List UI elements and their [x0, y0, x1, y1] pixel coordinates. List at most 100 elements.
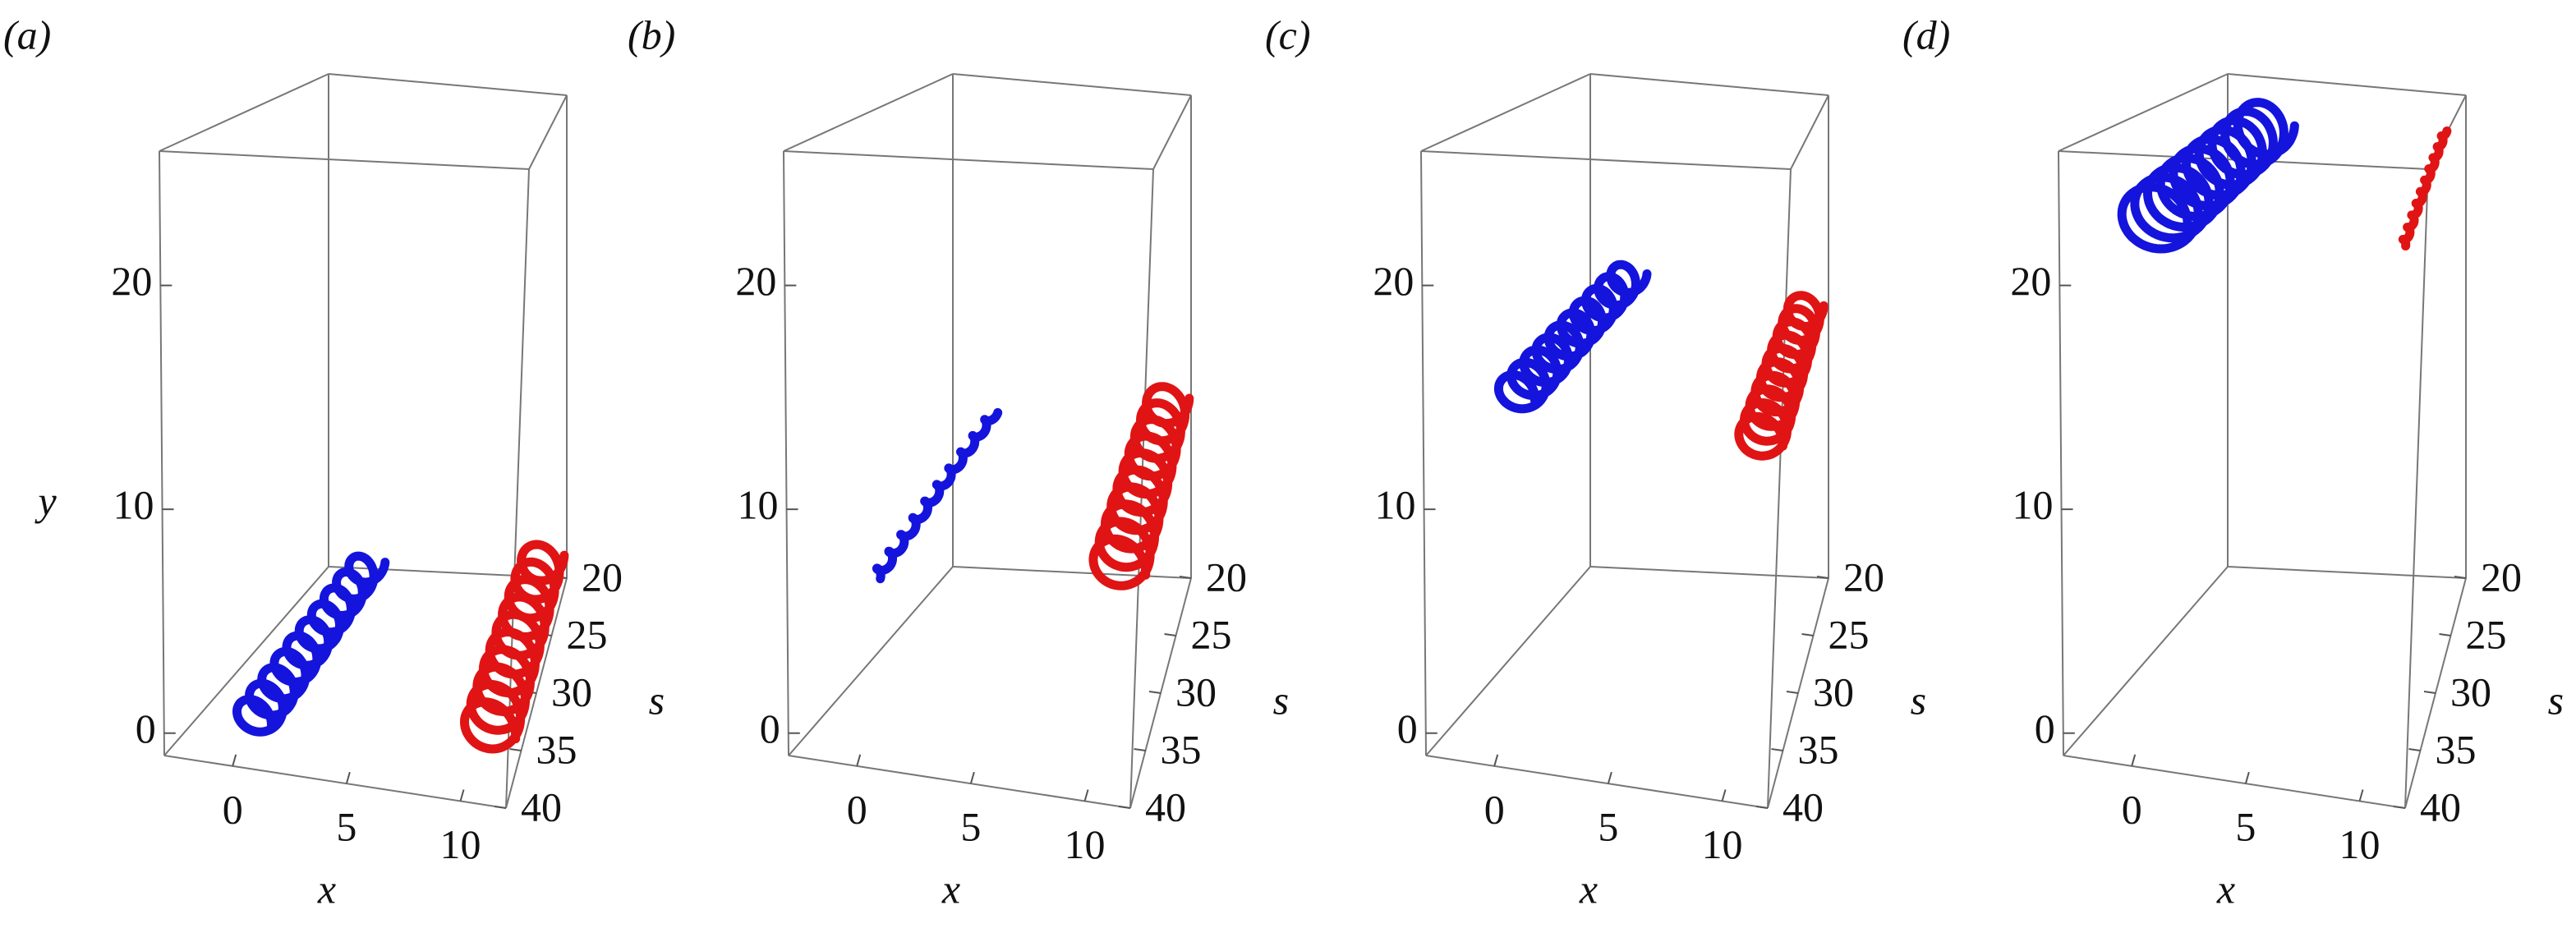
panel-label: (a) [3, 11, 51, 57]
s-tick-label: 40 [2420, 783, 2461, 829]
s-tick-label: 25 [1828, 611, 1870, 657]
s-tick-label: 30 [2450, 668, 2491, 714]
box-edge [505, 168, 530, 809]
helix [872, 407, 1003, 584]
s-axis-label: s [1273, 677, 1289, 723]
box-edge [2227, 566, 2467, 579]
box-edge [159, 150, 165, 756]
box-edge [159, 150, 530, 170]
y-tick-label: 0 [2035, 705, 2055, 751]
y-tick-label: 10 [2012, 482, 2054, 528]
x-tick-label: 5 [2235, 804, 2256, 850]
s-tick [1786, 691, 1799, 694]
helix [1088, 382, 1194, 590]
box-edge [783, 150, 1154, 170]
box-edge [328, 73, 568, 96]
s-tick-label: 30 [1813, 668, 1854, 714]
helix [1734, 291, 1828, 461]
helix [2117, 98, 2299, 254]
x-tick-label: 5 [336, 804, 356, 850]
s-tick-label: 40 [1782, 783, 1824, 829]
s-tick-label: 20 [2481, 554, 2522, 600]
y-tick-label: 10 [1375, 482, 1416, 528]
helix [1493, 260, 1652, 414]
y-tick-label: 20 [735, 258, 776, 304]
box-edge [2404, 168, 2429, 809]
s-tick [1164, 633, 1176, 636]
box-edge [952, 73, 1192, 96]
panel-label: (b) [628, 11, 675, 57]
x-tick [232, 754, 237, 767]
x-tick [2244, 771, 2250, 784]
box-edge [159, 73, 329, 152]
s-axis-label: s [1911, 677, 1926, 723]
y-tick-label: 0 [1397, 705, 1418, 751]
x-tick-label: 5 [960, 804, 981, 850]
box-edge [788, 755, 1131, 809]
s-tick-label: 25 [2466, 611, 2507, 657]
box-edge [528, 94, 568, 170]
box-edge [1420, 150, 1792, 170]
s-axis-label: s [649, 677, 665, 723]
box-edge [788, 566, 954, 756]
box-edge [1420, 150, 1427, 756]
x-tick [1493, 754, 1499, 767]
box-edge [2063, 755, 2406, 809]
x-tick [459, 789, 465, 802]
s-tick [1816, 576, 1829, 579]
x-axis-label: x [1579, 866, 1598, 912]
s-tick-label: 40 [521, 783, 562, 829]
y-axis-label: y [34, 478, 57, 524]
y-tick-label: 0 [760, 705, 780, 751]
x-tick-label: 10 [440, 821, 481, 867]
x-tick [969, 771, 975, 784]
s-tick-label: 20 [582, 554, 623, 600]
s-tick-label: 35 [536, 726, 577, 772]
box-edge [2058, 73, 2229, 152]
s-tick-label: 30 [551, 668, 592, 714]
box-edge [1425, 566, 1591, 756]
x-tick [2358, 789, 2364, 802]
s-tick [494, 806, 507, 809]
s-tick-label: 35 [1798, 726, 1839, 772]
x-tick-label: 0 [847, 786, 867, 832]
box-edge [2058, 150, 2064, 756]
x-tick [2131, 754, 2137, 767]
s-tick [2439, 633, 2451, 636]
helix [2398, 126, 2452, 250]
s-tick-label: 20 [1843, 554, 1884, 600]
box-edge [1767, 168, 1792, 809]
x-tick-label: 5 [1598, 804, 1618, 850]
y-tick-label: 0 [136, 705, 156, 751]
s-tick [2408, 748, 2421, 751]
x-tick-label: 10 [1702, 821, 1743, 867]
s-tick [1755, 806, 1769, 809]
box-edge [2227, 73, 2467, 96]
s-tick [1771, 748, 1783, 751]
y-tick-label: 20 [111, 258, 152, 304]
box-edge [1589, 73, 1829, 96]
x-tick [856, 754, 862, 767]
s-tick [1118, 806, 1131, 809]
x-tick-label: 0 [1484, 786, 1505, 832]
x-axis-label: x [2216, 866, 2235, 912]
box-edge [1425, 755, 1769, 809]
x-axis-label: x [941, 866, 960, 912]
box-edge [1420, 73, 1591, 152]
y-tick-label: 10 [113, 482, 154, 528]
box-edge [1152, 94, 1192, 170]
s-tick-label: 20 [1206, 554, 1247, 600]
s-tick [2393, 806, 2406, 809]
s-tick [1801, 633, 1814, 636]
x-tick-label: 0 [223, 786, 243, 832]
x-tick [1607, 771, 1612, 784]
helix [232, 551, 390, 737]
helix [460, 540, 569, 754]
s-tick [1179, 576, 1192, 579]
box-edge [2063, 566, 2229, 756]
box-edge [163, 755, 507, 809]
x-tick-label: 10 [2339, 821, 2380, 867]
s-tick-label: 30 [1175, 668, 1217, 714]
y-tick-label: 20 [2010, 258, 2051, 304]
